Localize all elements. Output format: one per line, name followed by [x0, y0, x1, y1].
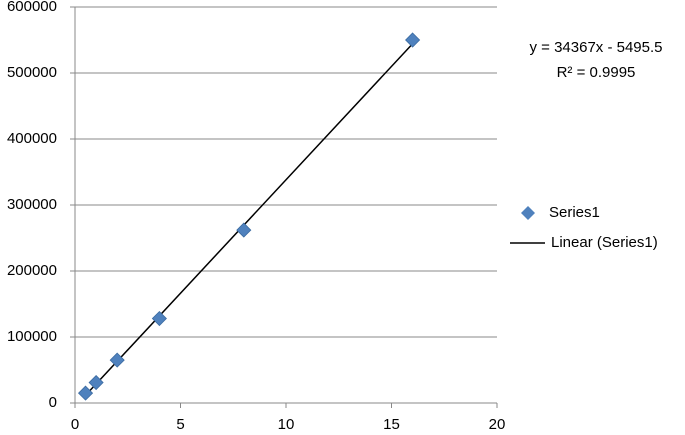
point [88, 374, 104, 391]
legend-marker [521, 206, 535, 220]
y-tick-label: 100000 [7, 328, 57, 345]
legend-label: Linear (Series1) [551, 234, 658, 251]
trend-r-squared: R² = 0.9995 [557, 64, 636, 81]
x-tick-label: 15 [383, 416, 400, 433]
x-tick-label: 0 [71, 416, 79, 433]
x-tick-label: 20 [489, 416, 506, 433]
point [109, 352, 125, 368]
point [151, 310, 167, 327]
y-tick-label: 300000 [7, 196, 57, 213]
y-tick-label: 500000 [7, 64, 57, 81]
trend-equation: y = 34367x - 5495.5 [529, 39, 662, 56]
point [405, 32, 421, 48]
trendline [85, 43, 414, 396]
x-tick-label: 10 [278, 416, 295, 433]
y-tick-label: 200000 [7, 262, 57, 279]
legend-label: Series1 [549, 204, 600, 221]
y-tick-label: 400000 [7, 130, 57, 147]
point [77, 385, 94, 401]
point [236, 222, 252, 238]
y-tick-label: 600000 [7, 0, 57, 15]
y-tick-label: 0 [49, 394, 57, 411]
x-tick-label: 5 [176, 416, 184, 433]
